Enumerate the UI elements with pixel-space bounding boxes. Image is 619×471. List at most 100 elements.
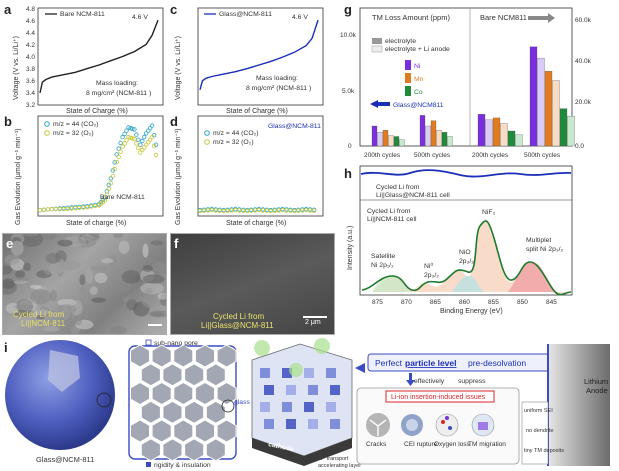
gas-points-b xyxy=(37,123,159,213)
tm-loss-bar xyxy=(447,136,453,147)
peak-ni0-2: 2p₃/₂ xyxy=(424,272,439,279)
arrow-down-icon xyxy=(406,373,415,386)
top-label-h-1: Cycled Li from xyxy=(376,184,420,191)
hex-pore xyxy=(130,344,150,368)
y-tick: 3.2 xyxy=(26,102,35,109)
anode-note: tiny TM deposits xyxy=(524,448,564,454)
legend-marker-co2-b xyxy=(44,121,50,127)
pore-icon xyxy=(145,339,152,346)
x-tick: 865 xyxy=(430,299,441,306)
sem-grain xyxy=(29,289,52,305)
gas-point xyxy=(122,131,127,137)
cube-block xyxy=(308,385,318,395)
hex-pore xyxy=(194,344,215,368)
issue-label: Oxygen loss xyxy=(434,441,471,448)
xlabel-a: State of Charge (%) xyxy=(66,108,128,115)
legend-electrolyte-g: electrolyte xyxy=(385,38,416,45)
transport-label-2: accelerating layer xyxy=(318,463,361,469)
li-ion-sphere xyxy=(314,338,330,354)
peak-nif2: NiF₂ xyxy=(482,209,496,216)
glass-label: glass xyxy=(234,399,250,406)
gas-point xyxy=(136,137,141,142)
sem-grain xyxy=(118,240,130,254)
cube-block xyxy=(286,385,296,395)
y-right-tick: 40.0k xyxy=(575,58,592,65)
gas-point xyxy=(311,208,317,213)
gas-point xyxy=(248,208,254,213)
arrow-left-icon xyxy=(370,100,390,108)
legend-ni-g: Ni xyxy=(414,63,421,70)
cube-block xyxy=(260,402,270,412)
hex-zoom-circle xyxy=(221,399,235,413)
anode-note: uniform SEI xyxy=(524,408,553,414)
tm-loss-bar xyxy=(419,115,426,147)
peak-nio-2: 2p₃/₂ xyxy=(459,258,474,265)
voltage-curve-c xyxy=(199,19,319,90)
panel-letter-h: h xyxy=(344,166,352,181)
gas-point xyxy=(140,147,145,153)
y-left-tick: 5.0k xyxy=(342,88,355,95)
plot-frame-c xyxy=(197,7,324,106)
panel-letter-b: b xyxy=(4,114,12,129)
gas-point xyxy=(272,208,277,213)
tm-block xyxy=(478,422,488,430)
sphere-zoom-circle xyxy=(96,392,112,408)
tm-loss-bar xyxy=(441,132,448,147)
hex-pore xyxy=(205,363,226,387)
issue-icons: Cracks CEI rupture Oxygen loss TM migrat… xyxy=(366,413,506,448)
rigidity-label: rigidity & insulation xyxy=(154,462,211,469)
tm-loss-bar xyxy=(430,120,437,147)
hex-pore xyxy=(194,419,215,443)
sem-grain xyxy=(57,239,73,247)
legend-o2-b: m/z = 32 (O₂) xyxy=(53,130,94,137)
sem-grain xyxy=(56,317,76,332)
xps-fit-satellite xyxy=(372,276,410,292)
ylabel-a: Voltage (V vs. Li/Li⁺) xyxy=(13,36,20,100)
gas-point xyxy=(53,206,58,212)
peak-satellite-1: Satellite xyxy=(371,253,395,260)
gas-point xyxy=(140,138,145,144)
hex-pore xyxy=(162,363,183,387)
sem-grain xyxy=(29,284,42,289)
legend-co-g: Co xyxy=(414,89,423,96)
issues-title: Li-ion insertion-induced issues xyxy=(391,394,486,401)
hex-pore xyxy=(216,381,237,406)
gas-point xyxy=(112,166,117,172)
gas-point xyxy=(145,128,151,133)
gas-point xyxy=(116,154,121,160)
mass-loading-a-1: Mass loading: xyxy=(96,80,138,87)
mass-loading-c-2: 8 mg/cm² (NCM-811 ) xyxy=(246,85,311,92)
sem-grain xyxy=(59,260,81,270)
sem-grain xyxy=(45,252,61,264)
group-label-g: 200th cycles xyxy=(472,152,509,159)
sem-caption-f-2: Li||Glass@NCM-811 xyxy=(201,321,274,330)
title-g: TM Loss Amount (ppm) xyxy=(372,13,450,22)
y-right-tick: 60.0k xyxy=(575,17,592,24)
sample-label-b: Bare NCM-811 xyxy=(100,194,145,201)
sem-grain xyxy=(49,289,58,302)
y-tick: 3.6 xyxy=(26,78,35,85)
sem-grain xyxy=(144,287,153,294)
sem-grain xyxy=(140,282,165,295)
bottom-label-h-1: Cycled Li from xyxy=(367,208,411,215)
gas-point xyxy=(130,136,135,141)
x-ticks-h: 875 870 865 860 855 850 845 xyxy=(372,299,557,306)
hex-pore xyxy=(205,400,226,424)
gas-point xyxy=(132,136,137,142)
top-label-h-2: Li||Glass@NCM-811 cell xyxy=(376,192,450,199)
transport-label-1: Li⁺ transport xyxy=(318,455,349,462)
xlabel-d: State of charge (%) xyxy=(226,220,286,227)
panel-letter-f: f xyxy=(174,236,179,251)
plot-frame-a xyxy=(37,7,164,106)
perfect-prefix: Perfect xyxy=(375,358,403,368)
cei-core xyxy=(406,419,418,431)
legend-swatch-li-anode xyxy=(371,45,383,53)
plot-frame-g xyxy=(359,7,573,147)
issues-title-box xyxy=(385,390,495,403)
peak-mult-2: split Ni 2p₃/₂ xyxy=(526,246,563,253)
sem-grain xyxy=(142,264,153,272)
sphere-label: Glass@NCM-811 xyxy=(36,455,94,464)
gas-point xyxy=(49,206,54,212)
effectively-label: effectively xyxy=(414,378,445,385)
hex-pore xyxy=(184,400,205,424)
